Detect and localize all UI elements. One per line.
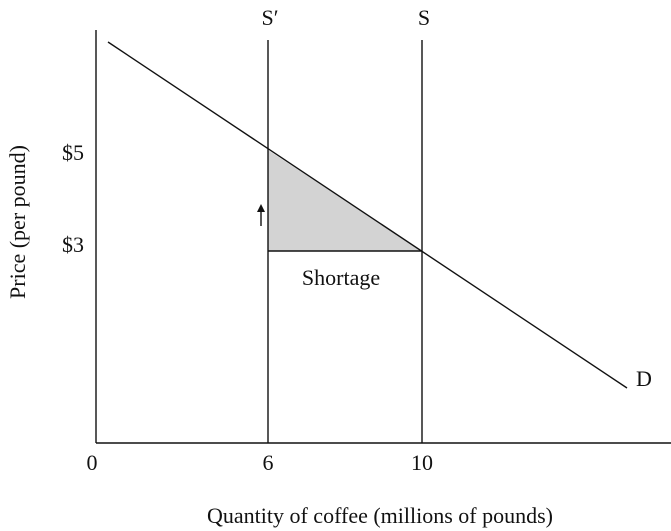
x-tick-label: 0 xyxy=(87,450,98,475)
arrow-head xyxy=(257,204,265,212)
x-tick-label: 6 xyxy=(263,450,274,475)
y-tick-label: $3 xyxy=(62,232,84,257)
curve-label: S′ xyxy=(261,5,278,30)
x-tick-label: 10 xyxy=(411,450,433,475)
y-tick-label: $5 xyxy=(62,140,84,165)
y-axis-title: Price (per pound) xyxy=(5,145,30,299)
curve-label: S xyxy=(418,5,430,30)
x-axis-title: Quantity of coffee (millions of pounds) xyxy=(207,503,553,528)
demand-line xyxy=(107,41,628,389)
curve-label: D xyxy=(636,366,652,391)
region-label: Shortage xyxy=(302,265,380,290)
